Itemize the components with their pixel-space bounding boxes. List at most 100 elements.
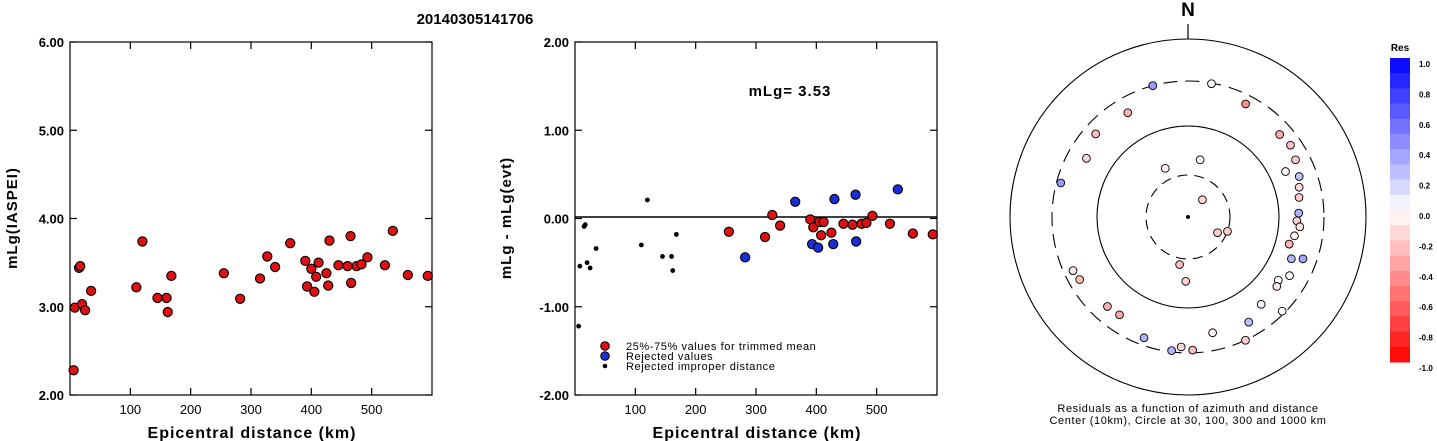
improper-point <box>593 246 599 251</box>
colorbar-cell <box>1390 270 1410 287</box>
y-tick-label: 4.00 <box>39 212 64 227</box>
y-axis-label: mLg(IASPEI) <box>4 167 21 269</box>
y-tick-label: 6.00 <box>39 35 64 50</box>
improper-point <box>576 323 582 329</box>
colorbar-cell <box>1390 88 1410 105</box>
accepted-point <box>75 261 86 272</box>
polar-point <box>1275 130 1284 139</box>
colorbar-tick-label: 0.4 <box>1419 151 1431 160</box>
polar-point <box>1291 155 1300 165</box>
y-tick-label: -1.00 <box>539 300 569 315</box>
legend-marker-rejected <box>600 351 610 361</box>
accepted-point <box>162 306 173 318</box>
accepted-point <box>884 218 896 229</box>
x-tick-label: 100 <box>119 402 141 417</box>
colorbar-cell <box>1390 316 1410 333</box>
improper-point <box>584 260 590 266</box>
accepted-point <box>362 252 373 263</box>
polar-point <box>1256 299 1266 309</box>
accepted-point <box>356 259 367 270</box>
accepted-point <box>324 235 335 246</box>
polar-point <box>1188 345 1197 355</box>
improper-point <box>582 222 588 228</box>
colorbar-cell <box>1390 58 1410 74</box>
accepted-point <box>306 263 317 274</box>
polar-point <box>1298 254 1308 264</box>
accepted-point <box>346 277 357 289</box>
polar-point <box>1294 182 1304 192</box>
polar-point <box>1241 99 1250 109</box>
polar-point <box>1223 227 1232 236</box>
improper-point <box>670 268 676 273</box>
accepted-point <box>152 292 163 304</box>
polar-point <box>1139 333 1149 343</box>
colorbar-cell <box>1390 225 1410 241</box>
accepted-point <box>422 270 433 282</box>
accepted-point <box>379 260 391 271</box>
colorbar-tick-label: -0.6 <box>1419 303 1433 312</box>
accepted-point <box>166 270 177 282</box>
accepted-point <box>301 281 313 292</box>
polar-point <box>1175 260 1184 269</box>
accepted-point <box>867 210 878 222</box>
figure-title: 20140305141706 <box>417 11 534 28</box>
legend-label-rejected: Rejected values <box>626 351 713 363</box>
rejected-point <box>790 196 801 207</box>
legend-label-improper: Rejected improper distance <box>626 361 776 373</box>
accepted-point <box>161 292 172 304</box>
colorbar-cell <box>1390 103 1410 120</box>
polar-point <box>1241 335 1250 345</box>
x-tick-label: 100 <box>624 402 646 417</box>
y-tick-label: 3.00 <box>39 300 64 315</box>
accepted-point <box>137 236 148 247</box>
polar-point <box>1148 81 1158 90</box>
data-points <box>576 184 938 329</box>
polar-point <box>1198 195 1207 205</box>
colorbar-cell <box>1390 346 1410 363</box>
legend-marker-improper <box>602 363 608 369</box>
rejected-point <box>829 193 840 205</box>
y-tick-label: 1.00 <box>544 123 569 138</box>
colorbar-cell <box>1390 164 1410 181</box>
accepted-point <box>345 230 356 242</box>
accepted-point <box>321 268 332 279</box>
colorbar-cell <box>1390 179 1410 196</box>
colorbar-tick-label: 0.2 <box>1419 182 1431 191</box>
accepted-point <box>311 271 322 282</box>
accepted-point <box>818 216 829 228</box>
accepted-point <box>774 220 786 231</box>
x-tick-label: 300 <box>240 402 262 417</box>
accepted-point <box>387 225 398 237</box>
colorbar-tick-label: -1.0 <box>1419 364 1433 373</box>
colorbar-tick-label: -0.4 <box>1419 273 1433 282</box>
polar-point <box>1123 108 1133 118</box>
rejected-point <box>828 238 839 250</box>
improper-point <box>673 231 679 237</box>
colorbar-cell <box>1390 286 1410 302</box>
y-tick-label: 2.00 <box>544 35 569 50</box>
accepted-point <box>816 230 827 241</box>
colorbar-cells <box>1390 58 1410 363</box>
accepted-point <box>218 268 229 279</box>
accepted-point <box>907 228 919 239</box>
residual-distance-panel: -2.00 -1.00 0.00 1.00 2.00 100 200 300 400 500 m… <box>498 35 938 441</box>
y-tick-label: 2.00 <box>39 388 64 403</box>
colorbar-tick-label: -0.8 <box>1419 334 1433 343</box>
mlg-annotation: mLg= 3.53 <box>749 83 832 100</box>
polar-point <box>1207 79 1216 89</box>
accepted-point <box>767 209 778 221</box>
x-ticks: 100 200 300 400 500 <box>119 42 383 417</box>
y-axis-label: mLg - mLg(evt) <box>498 157 515 279</box>
accepted-point <box>759 231 771 243</box>
colorbar-cell <box>1390 210 1410 226</box>
improper-point <box>669 254 674 259</box>
polar-points <box>1056 79 1308 355</box>
colorbar-tick-label: 1.0 <box>1419 60 1431 69</box>
colorbar-tick-label: 0.0 <box>1419 212 1431 221</box>
polar-point <box>1295 222 1305 232</box>
accepted-point <box>131 282 142 293</box>
ring-100km <box>1096 125 1280 309</box>
rejected-point <box>892 184 903 195</box>
accepted-point <box>262 251 273 262</box>
polar-caption-line1: Residuals as a function of azimuth and d… <box>1057 403 1318 415</box>
